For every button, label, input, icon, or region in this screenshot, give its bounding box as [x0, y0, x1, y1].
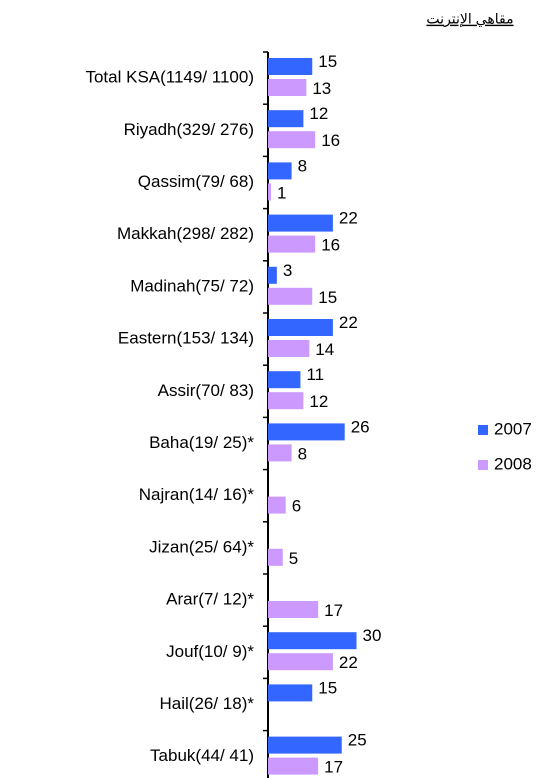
bar [268, 736, 342, 754]
category-label: Tabuk(44/ 41) [150, 746, 254, 765]
category-label: Qassim(79/ 68) [138, 172, 254, 191]
bar [268, 131, 316, 149]
value-label: 22 [339, 313, 358, 332]
value-label: 25 [348, 731, 367, 750]
bar [268, 601, 319, 618]
value-label: 13 [312, 79, 331, 98]
bar [268, 79, 307, 96]
bar [268, 235, 316, 253]
value-label: 12 [309, 392, 328, 411]
category-label: Baha(19/ 25)* [149, 433, 254, 452]
bar [268, 214, 333, 232]
category-label: Madinah(75/ 72) [130, 276, 254, 295]
value-label: 3 [283, 261, 292, 280]
value-label: 30 [363, 626, 382, 645]
category-label: Makkah(298/ 282) [117, 224, 254, 243]
value-label: 12 [309, 104, 328, 123]
category-label: Najran(14/ 16)* [139, 485, 255, 504]
bar [268, 287, 313, 305]
bar [268, 444, 292, 462]
bar [268, 319, 333, 336]
bar [268, 110, 304, 128]
bar [268, 757, 319, 775]
bar [268, 183, 271, 201]
value-label: 22 [339, 653, 358, 672]
value-label: 15 [318, 52, 337, 71]
bar [268, 496, 286, 514]
legend-label: 2007 [494, 419, 532, 438]
category-label: Assir(70/ 83) [158, 381, 254, 400]
chart-title: مقاهي الإنترنت [426, 11, 513, 28]
legend-swatch [478, 425, 488, 435]
value-label: 15 [318, 678, 337, 697]
legend-swatch [478, 460, 488, 470]
value-label: 16 [321, 236, 340, 255]
value-label: 8 [298, 444, 307, 463]
legend-label: 2008 [494, 454, 532, 473]
value-label: 14 [315, 340, 334, 359]
bar [268, 632, 357, 650]
category-label: Total KSA(1149/ 1100) [85, 68, 254, 87]
bar [268, 266, 277, 284]
bar [268, 548, 283, 566]
bar [268, 162, 292, 180]
value-label: 17 [324, 601, 343, 620]
category-label: Hail(26/ 18)* [160, 694, 255, 713]
value-label: 5 [289, 549, 298, 568]
value-label: 22 [339, 209, 358, 228]
category-label: Jouf(10/ 9)* [166, 642, 254, 661]
bar [268, 684, 313, 702]
category-label: Riyadh(329/ 276) [124, 120, 254, 139]
bar [268, 340, 310, 357]
category-label: Arar(7/ 12)* [166, 590, 254, 609]
value-label: 17 [324, 758, 343, 777]
value-label: 1 [277, 183, 286, 202]
value-label: 6 [292, 497, 301, 516]
bar [268, 58, 313, 75]
bar [268, 392, 304, 410]
value-label: 11 [306, 365, 324, 384]
bar [268, 371, 301, 389]
value-label: 26 [351, 417, 370, 436]
value-label: 15 [318, 288, 337, 307]
bar [268, 653, 333, 671]
category-label: Eastern(153/ 134) [118, 329, 254, 348]
value-label: 8 [298, 156, 307, 175]
bar [268, 423, 345, 441]
category-label: Jizan(25/ 64)* [149, 537, 254, 556]
value-label: 16 [321, 131, 340, 150]
